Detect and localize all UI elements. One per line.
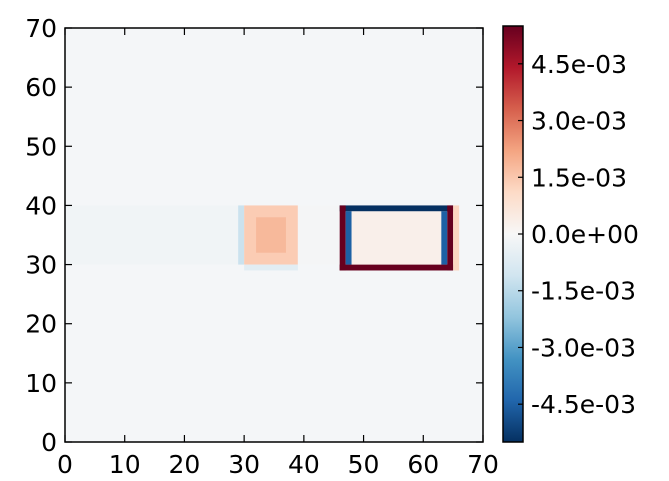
heatmap-region-4 bbox=[244, 264, 298, 271]
y-tick-label: 30 bbox=[25, 251, 57, 280]
plot-frame bbox=[64, 27, 484, 443]
plot-area bbox=[64, 27, 484, 443]
colorbar-ticks: 4.5e-03 3.0e-03 1.5e-03 0.0e+00 -1.5e-03 -3.0… bbox=[518, 50, 639, 419]
colorbar-tick-label: -1.5e-03 bbox=[531, 277, 636, 306]
heatmap-region-7 bbox=[339, 264, 454, 271]
heatmap-region-8 bbox=[339, 205, 346, 271]
x-tick-label: 20 bbox=[169, 450, 201, 479]
y-tick-label: 10 bbox=[25, 369, 57, 398]
colorbar: 4.5e-03 3.0e-03 1.5e-03 0.0e+00 -1.5e-03 -3.0… bbox=[502, 25, 639, 443]
colorbar-tick-label: 4.5e-03 bbox=[531, 50, 627, 79]
colorbar-tick-label: -3.0e-03 bbox=[531, 333, 636, 362]
x-tick-label: 40 bbox=[288, 450, 320, 479]
colorbar-gradient bbox=[503, 26, 523, 442]
colorbar-tick-label: -4.5e-03 bbox=[531, 390, 636, 419]
y-tick-label: 70 bbox=[25, 14, 57, 43]
heatmap-region-10 bbox=[345, 211, 352, 265]
x-tick-label: 30 bbox=[228, 450, 260, 479]
y-tick-label: 40 bbox=[25, 191, 57, 220]
heatmap-cells bbox=[65, 205, 460, 271]
y-tick-label: 0 bbox=[41, 428, 57, 457]
y-tick-label: 60 bbox=[25, 73, 57, 102]
heatmap-region-12 bbox=[351, 211, 442, 265]
x-axis: 0 10 20 30 40 50 60 70 bbox=[57, 28, 499, 479]
heatmap-region-1 bbox=[238, 205, 245, 265]
y-tick-label: 50 bbox=[25, 132, 57, 161]
x-tick-label: 0 bbox=[57, 450, 73, 479]
x-tick-label: 60 bbox=[407, 450, 439, 479]
heatmap-region-0 bbox=[65, 205, 245, 265]
colorbar-tick-label: 3.0e-03 bbox=[531, 107, 627, 136]
heatmap-region-3 bbox=[256, 217, 286, 253]
x-tick-label: 10 bbox=[109, 450, 141, 479]
colorbar-tick-label: 1.5e-03 bbox=[531, 163, 627, 192]
y-axis: 0 10 20 30 40 50 60 70 bbox=[25, 14, 483, 457]
heatmap-region-9 bbox=[447, 205, 454, 271]
heatmap-region-11 bbox=[441, 211, 448, 265]
heatmap-region-13 bbox=[453, 205, 460, 271]
heatmap-region-5 bbox=[297, 205, 340, 265]
colorbar-tick-label: 0.0e+00 bbox=[531, 220, 639, 249]
heatmap-region-6 bbox=[339, 205, 454, 212]
x-tick-label: 50 bbox=[348, 450, 380, 479]
y-tick-label: 20 bbox=[25, 310, 57, 339]
x-tick-label: 70 bbox=[467, 450, 499, 479]
